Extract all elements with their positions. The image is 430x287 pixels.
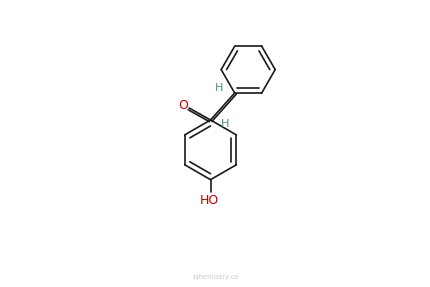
Text: H: H xyxy=(221,119,229,129)
Text: iqhemistry.co: iqhemistry.co xyxy=(192,274,238,280)
Text: O: O xyxy=(178,99,187,112)
Text: HO: HO xyxy=(199,194,218,207)
Text: H: H xyxy=(215,83,223,93)
